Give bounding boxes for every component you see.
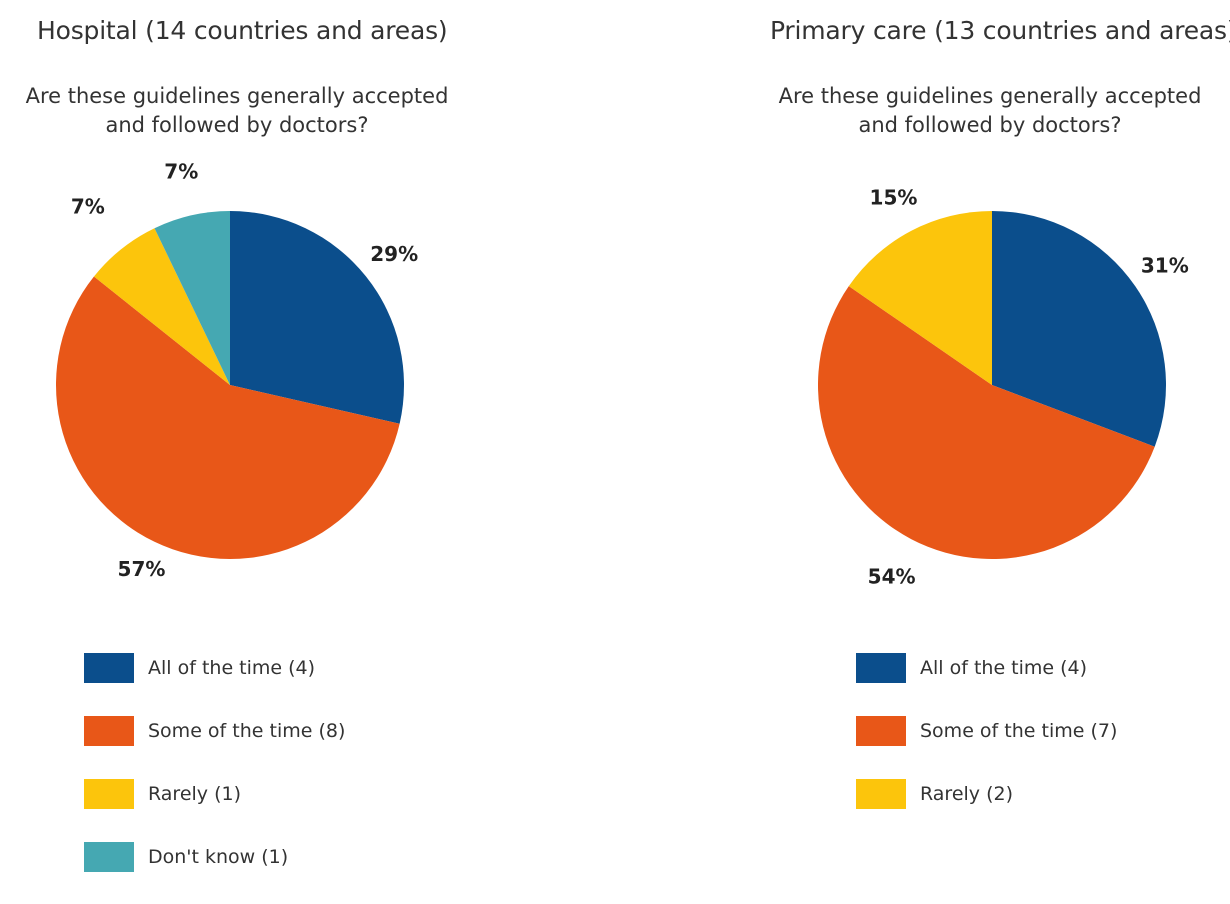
legend-item-rarely: Rarely (1) (84, 778, 345, 810)
legend-swatch (84, 842, 134, 872)
legend-label: Some of the time (7) (920, 720, 1118, 742)
pie-slice-all-of-the-time (230, 211, 404, 424)
legend-swatch (856, 716, 906, 746)
legend-label: Rarely (1) (148, 783, 241, 805)
legend-item-all-of-the-time: All of the time (4) (84, 652, 345, 684)
pie-label-some-of-the-time: 57% (118, 557, 166, 581)
legend-item-all-of-the-time: All of the time (4) (856, 652, 1117, 684)
primary-care-chart-question: Are these guidelines generally accepted … (778, 84, 1202, 137)
legend-swatch (856, 779, 906, 809)
legend-label: All of the time (4) (920, 657, 1088, 679)
legend-label: Some of the time (8) (148, 720, 346, 742)
primary-care-pie-chart: 31% 54% 15% (818, 185, 1189, 588)
pie-label-don-t-know: 7% (164, 159, 198, 183)
legend-item-some-of-the-time: Some of the time (7) (856, 715, 1117, 747)
pie-label-all-of-the-time: 29% (370, 242, 418, 266)
legend-item-rarely: Rarely (2) (856, 778, 1117, 810)
pie-label-rarely: 7% (71, 195, 105, 219)
hospital-chart-title: Hospital (14 countries and areas) (37, 16, 448, 45)
hospital-legend: All of the time (4) Some of the time (8) R… (84, 652, 345, 904)
pie-slice-some-of-the-time (818, 286, 1155, 559)
pie-slice-rarely (93, 228, 230, 385)
legend-swatch (84, 653, 134, 683)
hospital-chart-question: Are these guidelines generally accepted … (25, 84, 449, 137)
pie-slice-all-of-the-time (992, 211, 1166, 447)
legend-item-don-t-know: Don't know (1) (84, 841, 345, 873)
legend-label: Don't know (1) (148, 846, 289, 868)
pie-slice-don-t-know (154, 211, 230, 385)
primary-care-chart-title: Primary care (13 countries and areas) (770, 16, 1230, 45)
pie-label-all-of-the-time: 31% (1141, 254, 1189, 278)
legend-item-some-of-the-time: Some of the time (8) (84, 715, 345, 747)
pie-slice-some-of-the-time (55, 276, 400, 559)
legend-swatch (856, 653, 906, 683)
legend-label: All of the time (4) (148, 657, 316, 679)
legend-swatch (84, 779, 134, 809)
pie-label-some-of-the-time: 54% (868, 564, 916, 588)
pie-label-rarely: 15% (870, 185, 918, 209)
hospital-pie-chart: 29% 57% 7% 7% (55, 159, 418, 581)
primary-care-legend: All of the time (4) Some of the time (7) R… (856, 652, 1117, 841)
pie-slice-rarely (848, 211, 992, 385)
legend-label: Rarely (2) (920, 783, 1013, 805)
legend-swatch (84, 716, 134, 746)
